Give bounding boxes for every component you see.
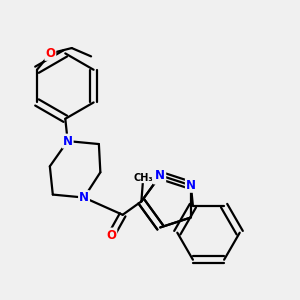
Text: N: N [63,135,73,148]
Text: N: N [79,191,89,204]
Text: N: N [186,179,196,192]
Text: O: O [106,229,116,242]
Text: N: N [155,169,165,182]
Text: S: S [154,170,164,183]
Text: O: O [45,47,56,60]
Text: CH₃: CH₃ [133,172,153,183]
